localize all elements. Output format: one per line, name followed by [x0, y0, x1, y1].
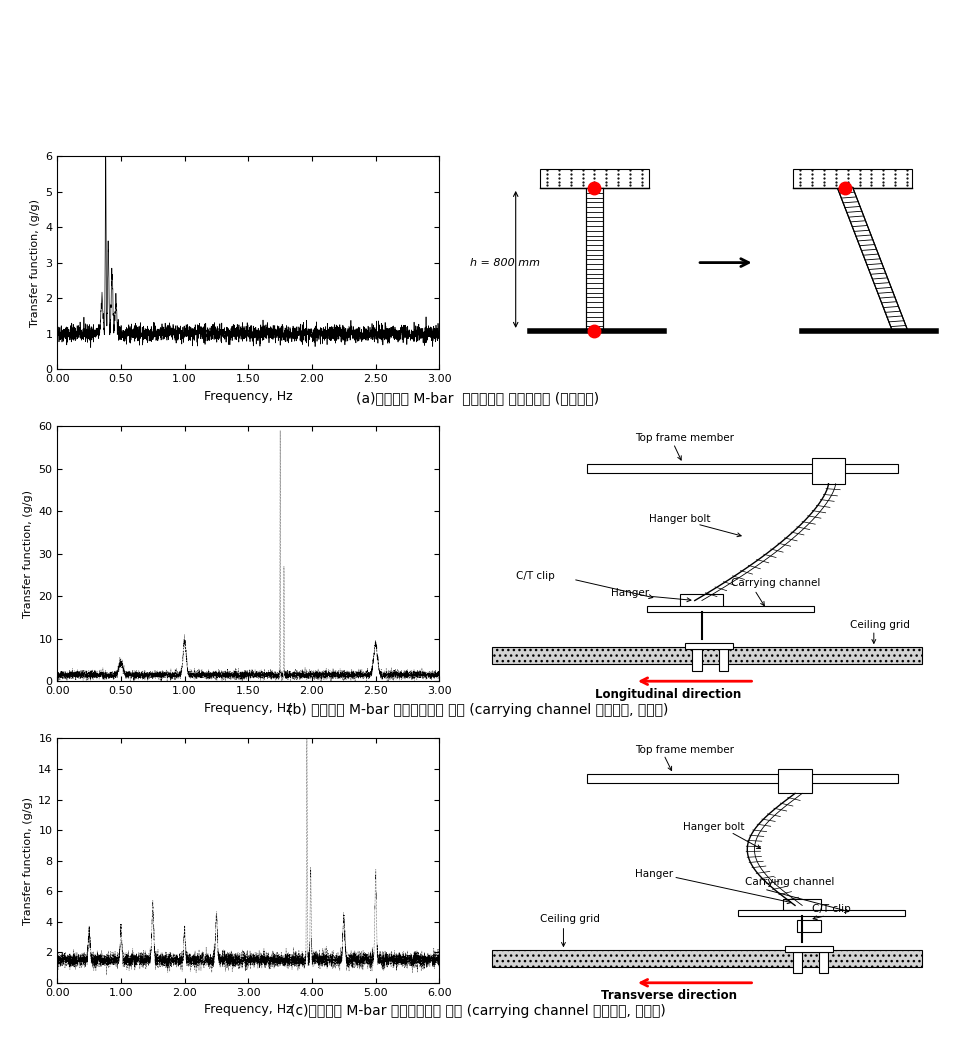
Text: Top frame member: Top frame member	[635, 745, 734, 755]
Bar	[587, 464, 898, 473]
Polygon shape	[585, 188, 604, 331]
Text: (c)간접현수 M-bar 천장시스템의 거동 (carrying channel 직교방향, 복곡률): (c)간접현수 M-bar 천장시스템의 거동 (carrying channe…	[289, 1005, 666, 1018]
Y-axis label: Transfer function, (g/g): Transfer function, (g/g)	[23, 490, 32, 618]
Text: Hanger: Hanger	[635, 868, 673, 879]
Text: Ceiling grid: Ceiling grid	[540, 914, 600, 924]
Text: Hanger bolt: Hanger bolt	[683, 822, 744, 832]
Polygon shape	[838, 187, 907, 332]
Text: Ceiling grid: Ceiling grid	[850, 620, 910, 630]
Text: (b) 간접현수 M-bar 천장시스템의 거동 (carrying channel 평행방향, 단곡률): (b) 간접현수 M-bar 천장시스템의 거동 (carrying chann…	[286, 703, 668, 717]
Text: Carrying channel: Carrying channel	[731, 577, 820, 588]
Bar	[692, 649, 702, 671]
Text: Longitudinal direction: Longitudinal direction	[595, 688, 742, 701]
Text: Transverse direction: Transverse direction	[601, 989, 736, 1003]
Text: C/T clip: C/T clip	[812, 904, 851, 913]
Y-axis label: Transfer function, (g/g): Transfer function, (g/g)	[23, 797, 32, 925]
Bar	[719, 649, 729, 671]
Text: h = 800 mm: h = 800 mm	[470, 258, 541, 267]
Bar	[812, 459, 845, 484]
Bar	[587, 774, 898, 783]
Text: Hanger: Hanger	[611, 589, 649, 598]
Text: C/T clip: C/T clip	[516, 571, 555, 581]
Bar	[540, 168, 649, 188]
Bar	[819, 953, 829, 972]
Bar	[793, 953, 802, 972]
X-axis label: Frequency, Hz: Frequency, Hz	[204, 390, 292, 402]
Y-axis label: Transfer function, (g/g): Transfer function, (g/g)	[30, 199, 40, 327]
Bar	[680, 594, 724, 607]
Bar	[797, 919, 821, 932]
Bar	[492, 647, 922, 665]
Bar	[783, 900, 821, 910]
Bar	[492, 951, 922, 966]
Bar	[793, 168, 912, 188]
Text: Hanger bolt: Hanger bolt	[649, 514, 711, 524]
Text: Carrying channel: Carrying channel	[745, 877, 835, 887]
Text: (a)간접현수 M-bar  천장시스템 고유진동수 (진자거동): (a)간접현수 M-bar 천장시스템 고유진동수 (진자거동)	[356, 391, 599, 405]
Bar	[686, 643, 733, 649]
X-axis label: Frequency, Hz: Frequency, Hz	[204, 1004, 292, 1016]
Bar	[647, 606, 814, 613]
Bar	[738, 910, 905, 915]
Bar	[786, 946, 833, 953]
Text: Top frame member: Top frame member	[635, 434, 734, 443]
X-axis label: Frequency, Hz: Frequency, Hz	[204, 702, 292, 714]
Bar	[778, 769, 812, 794]
